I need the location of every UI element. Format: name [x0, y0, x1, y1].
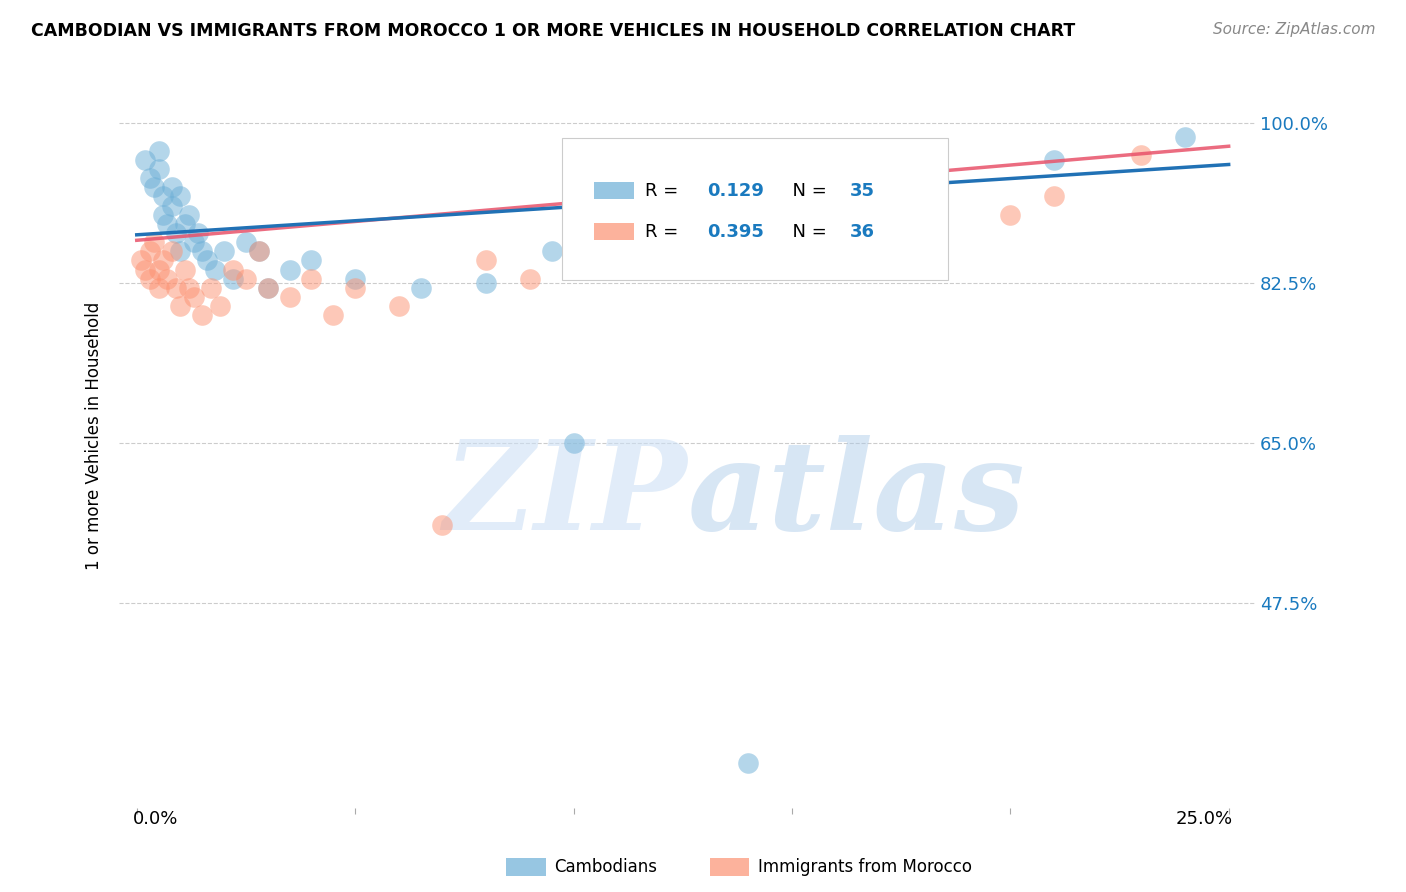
FancyBboxPatch shape — [593, 182, 634, 199]
Point — [139, 271, 162, 285]
Text: N =: N = — [782, 182, 832, 200]
Text: 36: 36 — [849, 222, 875, 241]
Point — [247, 244, 270, 259]
Point — [139, 244, 162, 259]
Point — [160, 180, 183, 194]
Text: 35: 35 — [849, 182, 875, 200]
Point — [222, 262, 245, 277]
Point — [156, 217, 179, 231]
Point — [183, 290, 205, 304]
Text: R =: R = — [645, 182, 685, 200]
Point — [737, 756, 759, 770]
Point — [183, 235, 205, 249]
Point — [1043, 153, 1066, 167]
Point — [322, 308, 344, 322]
Point — [134, 262, 156, 277]
Text: 0.0%: 0.0% — [132, 810, 177, 828]
Text: Immigrants from Morocco: Immigrants from Morocco — [758, 858, 972, 876]
Point — [200, 281, 222, 295]
Point — [650, 235, 672, 249]
Point — [152, 208, 174, 222]
Point — [256, 281, 278, 295]
Point — [388, 299, 411, 313]
Text: 25.0%: 25.0% — [1175, 810, 1233, 828]
Point — [1174, 130, 1197, 145]
Point — [165, 226, 187, 240]
Point — [148, 144, 170, 158]
Point — [191, 244, 214, 259]
Point — [1130, 148, 1153, 162]
Point — [301, 253, 323, 268]
Point — [173, 217, 195, 231]
Point — [143, 180, 166, 194]
Point — [1043, 189, 1066, 203]
Point — [212, 244, 235, 259]
Point — [344, 281, 367, 295]
Point — [475, 253, 498, 268]
Point — [519, 271, 541, 285]
Point — [160, 198, 183, 212]
Point — [179, 208, 201, 222]
Point — [911, 235, 934, 249]
Point — [173, 262, 195, 277]
Point — [195, 253, 218, 268]
Text: R =: R = — [645, 222, 685, 241]
FancyBboxPatch shape — [593, 223, 634, 240]
Point — [148, 262, 170, 277]
Point — [152, 189, 174, 203]
Text: atlas: atlas — [688, 435, 1025, 557]
Text: ZIP: ZIP — [443, 435, 688, 557]
Point — [208, 299, 231, 313]
Point — [204, 262, 226, 277]
Point — [169, 244, 191, 259]
Y-axis label: 1 or more Vehicles in Household: 1 or more Vehicles in Household — [86, 302, 103, 570]
Point — [235, 235, 257, 249]
Point — [562, 436, 585, 450]
Point — [169, 299, 191, 313]
Point — [540, 244, 562, 259]
Point — [160, 244, 183, 259]
Point — [187, 226, 209, 240]
FancyBboxPatch shape — [562, 138, 948, 280]
Text: CAMBODIAN VS IMMIGRANTS FROM MOROCCO 1 OR MORE VEHICLES IN HOUSEHOLD CORRELATION: CAMBODIAN VS IMMIGRANTS FROM MOROCCO 1 O… — [31, 22, 1076, 40]
Point — [148, 281, 170, 295]
Point — [222, 271, 245, 285]
Point — [432, 518, 454, 533]
Text: 0.129: 0.129 — [707, 182, 765, 200]
Point — [278, 290, 301, 304]
Point — [256, 281, 278, 295]
Text: 0.395: 0.395 — [707, 222, 765, 241]
Point — [1000, 208, 1022, 222]
Point — [143, 235, 166, 249]
Text: Source: ZipAtlas.com: Source: ZipAtlas.com — [1212, 22, 1375, 37]
Point — [139, 171, 162, 186]
Point — [134, 153, 156, 167]
Point — [409, 281, 432, 295]
Point — [235, 271, 257, 285]
Point — [169, 189, 191, 203]
Point — [301, 271, 323, 285]
Text: N =: N = — [782, 222, 832, 241]
Point — [179, 281, 201, 295]
Point — [152, 253, 174, 268]
Point — [191, 308, 214, 322]
Point — [148, 162, 170, 177]
Point — [156, 271, 179, 285]
Point — [475, 276, 498, 290]
Point — [129, 253, 152, 268]
Point — [344, 271, 367, 285]
Point — [247, 244, 270, 259]
Text: Cambodians: Cambodians — [554, 858, 657, 876]
Point — [780, 262, 803, 277]
Point — [165, 281, 187, 295]
Point — [278, 262, 301, 277]
